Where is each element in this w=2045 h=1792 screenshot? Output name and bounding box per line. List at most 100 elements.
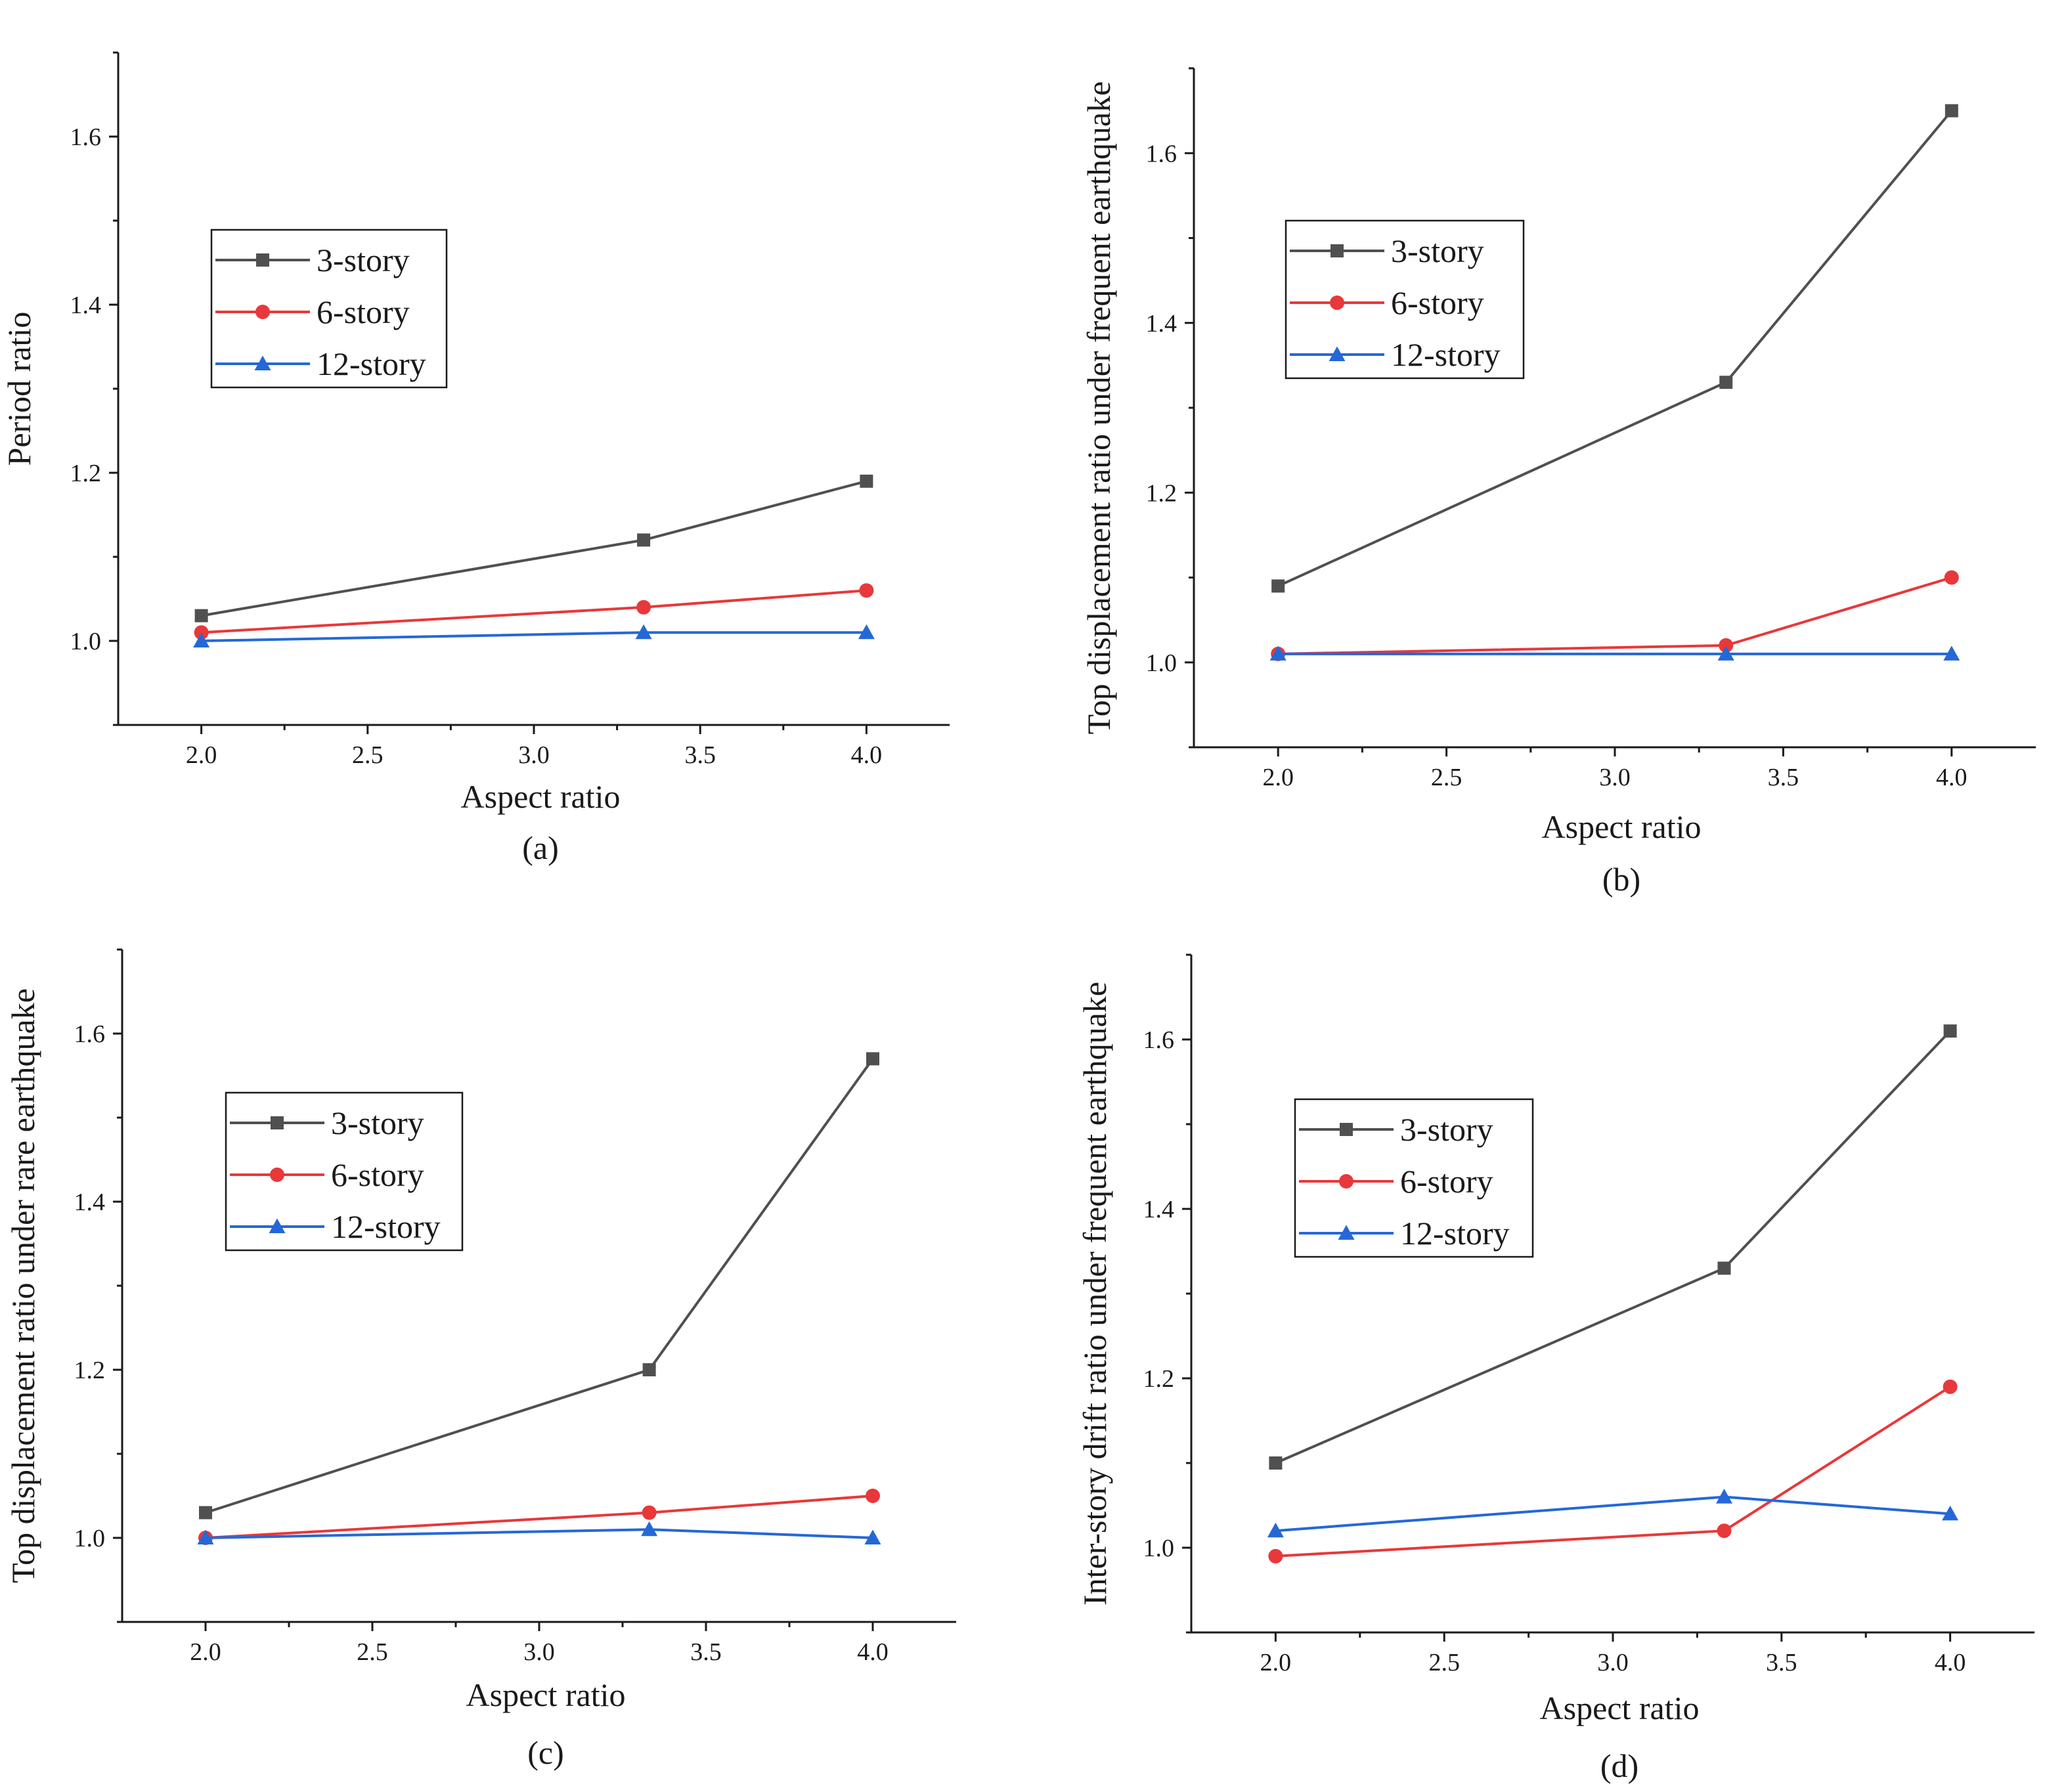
x-tick-label: 2.5 <box>357 1638 388 1666</box>
legend-marker-3-story <box>271 1116 284 1129</box>
series-12-story <box>197 1521 881 1544</box>
data-point-12-story <box>864 1529 881 1544</box>
panel-caption: (c) <box>527 1734 564 1771</box>
legend-label-12-story: 12-story <box>331 1208 441 1245</box>
x-tick-label: 4.0 <box>1936 764 1968 791</box>
x-tick-label: 3.5 <box>1766 1649 1797 1676</box>
legend-label-6-story: 6-story <box>331 1156 424 1193</box>
y-tick-label: 1.0 <box>74 1525 106 1552</box>
data-point-12-story <box>1717 645 1734 661</box>
legend-marker-6-story <box>255 305 270 319</box>
series-line-12-story <box>1275 1495 1950 1533</box>
y-axis-label: Inter-story drift ratio under frequent e… <box>1076 982 1113 1606</box>
legend-label-12-story: 12-story <box>1400 1215 1510 1252</box>
x-tick-label: 3.5 <box>684 741 716 769</box>
legend: 3-story 6-story 12-story <box>210 229 448 389</box>
legend-box <box>1294 1098 1534 1258</box>
x-tick-label: 3.0 <box>1597 1649 1629 1676</box>
legend-label-6-story: 6-story <box>1391 284 1484 321</box>
data-point-6-story <box>1268 1548 1283 1563</box>
panel-caption: (a) <box>522 829 559 866</box>
legend-label-3-story: 3-story <box>1391 232 1484 269</box>
data-point-12-story <box>193 632 210 647</box>
legend-marker-3-story <box>256 253 269 267</box>
y-tick-label: 1.2 <box>70 460 102 487</box>
y-axis-label: Top displacement ratio under frequent ea… <box>1080 81 1117 735</box>
data-point-12-story <box>1942 1505 1959 1521</box>
legend-marker-6-story <box>270 1168 284 1182</box>
series-6-story <box>194 583 874 640</box>
series-12-story <box>193 624 875 647</box>
panel-d: 2.0 2.5 3.0 3.5 4.0 1.0 1.2 1.4 1.6 Aspect ratio I… <box>1076 953 2034 1784</box>
x-tick-label: 4.0 <box>1935 1649 1966 1676</box>
x-tick-label: 2.5 <box>1431 764 1462 791</box>
panel-caption: (d) <box>1600 1747 1638 1784</box>
panel-caption: (b) <box>1602 861 1640 898</box>
x-tick-label: 2.0 <box>1260 1649 1292 1676</box>
data-point-12-story <box>641 1521 658 1537</box>
data-point-12-story <box>1943 645 1960 661</box>
y-tick-label: 1.4 <box>70 292 102 319</box>
x-tick-label: 2.0 <box>1262 764 1294 791</box>
legend-box <box>210 229 448 389</box>
legend-label-6-story: 6-story <box>1400 1163 1493 1200</box>
data-point-3-story <box>637 533 651 547</box>
y-tick-label: 1.2 <box>74 1357 106 1384</box>
data-point-3-story <box>866 1052 879 1066</box>
series-3-story <box>1271 104 1958 593</box>
legend-box <box>225 1091 464 1252</box>
y-tick-label: 1.4 <box>74 1189 106 1216</box>
y-tick-label: 1.4 <box>1146 310 1177 338</box>
legend-marker-12-story <box>1329 346 1346 361</box>
panel-b: 2.0 2.5 3.0 3.5 4.0 1.0 1.2 1.4 1.6 Aspect ratio T… <box>1080 67 2036 898</box>
y-axis-label: Period ratio <box>1 312 37 466</box>
series-line-3-story <box>201 479 867 617</box>
y-tick-label: 1.2 <box>1143 1365 1175 1393</box>
x-axis-label: Aspect ratio <box>461 778 621 815</box>
data-point-3-story <box>1269 1456 1283 1470</box>
legend-label-12-story: 12-story <box>317 345 426 382</box>
data-point-12-story <box>1267 1522 1284 1538</box>
legend-marker-3-story <box>1330 244 1344 257</box>
series-line-6-story <box>1275 1386 1951 1558</box>
x-tick-label: 2.0 <box>190 1638 221 1666</box>
series-line-12-story <box>201 631 867 642</box>
data-point-3-story <box>860 474 873 488</box>
data-point-12-story <box>1715 1489 1732 1504</box>
legend-box <box>1285 219 1525 380</box>
x-tick-label: 4.0 <box>857 1638 889 1666</box>
legend-label-6-story: 6-story <box>317 294 410 330</box>
data-point-6-story <box>859 583 874 598</box>
data-point-6-story <box>866 1489 880 1503</box>
data-point-12-story <box>1269 645 1286 661</box>
legend-marker-3-story <box>1340 1123 1353 1136</box>
legend: 3-story 6-story 12-story <box>1285 219 1525 380</box>
x-tick-label: 4.0 <box>851 741 883 769</box>
data-point-6-story <box>1944 570 1959 585</box>
data-point-3-story <box>194 609 208 623</box>
data-point-6-story <box>642 1505 657 1520</box>
data-point-3-story <box>1945 104 1958 118</box>
data-point-6-story <box>636 600 651 615</box>
x-tick-label: 2.5 <box>1428 1649 1460 1676</box>
series-6-story <box>1271 570 1959 661</box>
series-3-story <box>199 1052 879 1519</box>
x-tick-label: 3.0 <box>523 1638 555 1666</box>
data-point-12-story <box>635 624 652 640</box>
y-axis-label: Top displacement ratio under rare earthq… <box>5 988 41 1583</box>
data-point-12-story <box>197 1529 214 1544</box>
series-12-story <box>1267 1489 1959 1538</box>
series-12-story <box>1269 645 1960 661</box>
data-point-6-story <box>1719 638 1734 653</box>
x-axis-label: Aspect ratio <box>1542 808 1702 845</box>
data-point-3-story <box>1943 1024 1957 1038</box>
series-3-story <box>1269 1024 1957 1470</box>
data-point-12-story <box>858 624 875 640</box>
y-tick-label: 1.4 <box>1143 1196 1175 1223</box>
data-point-3-story <box>1719 376 1733 389</box>
data-point-3-story <box>199 1506 212 1519</box>
x-tick-label: 3.0 <box>518 741 550 769</box>
legend-marker-12-story <box>269 1218 286 1233</box>
series-line-6-story <box>201 589 867 634</box>
